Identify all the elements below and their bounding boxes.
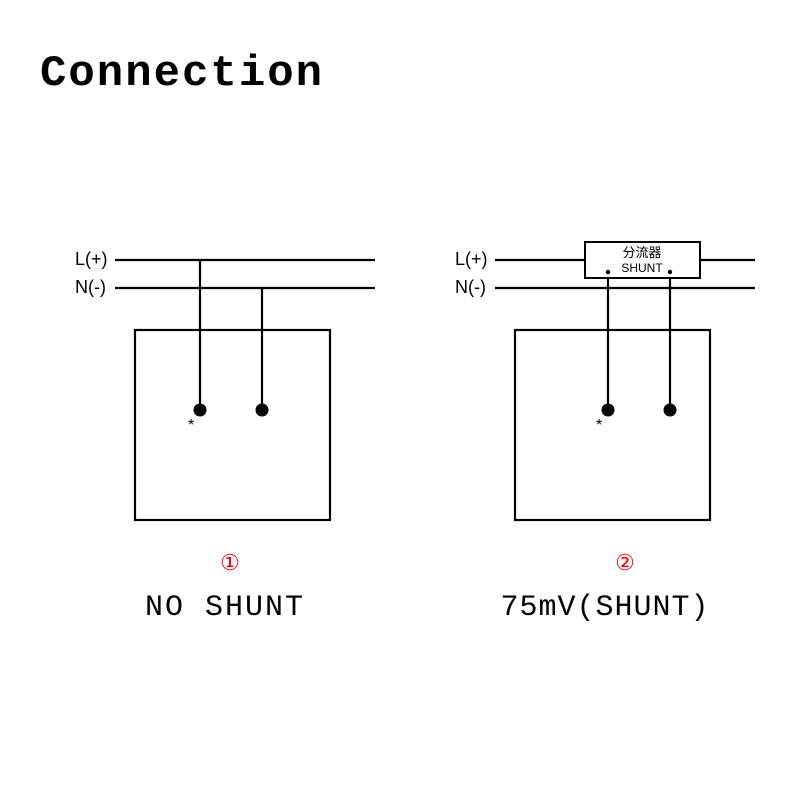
circled-number: ② <box>615 550 635 575</box>
shunt-tap-2 <box>668 270 672 274</box>
connection-figure: Connection * L(+) N(-) ① NO SHUNT 分流器 SH… <box>0 0 800 800</box>
shunt-label-bottom: SHUNT <box>621 261 663 275</box>
label-N: N(-) <box>75 277 106 297</box>
terminal-1 <box>194 404 207 417</box>
circled-number: ① <box>220 550 240 575</box>
diagram-caption: 75mV(SHUNT) <box>500 591 709 625</box>
asterisk-mark: * <box>596 417 602 434</box>
terminal-2 <box>664 404 677 417</box>
label-L: L(+) <box>455 249 488 269</box>
terminal-1 <box>602 404 615 417</box>
label-L: L(+) <box>75 249 108 269</box>
shunt-tap-1 <box>606 270 610 274</box>
asterisk-mark: * <box>188 417 194 434</box>
label-N: N(-) <box>455 277 486 297</box>
page-title: Connection <box>40 49 324 99</box>
terminal-2 <box>256 404 269 417</box>
shunt-label-top: 分流器 <box>622 245 661 260</box>
diagram-caption: NO SHUNT <box>145 591 305 625</box>
